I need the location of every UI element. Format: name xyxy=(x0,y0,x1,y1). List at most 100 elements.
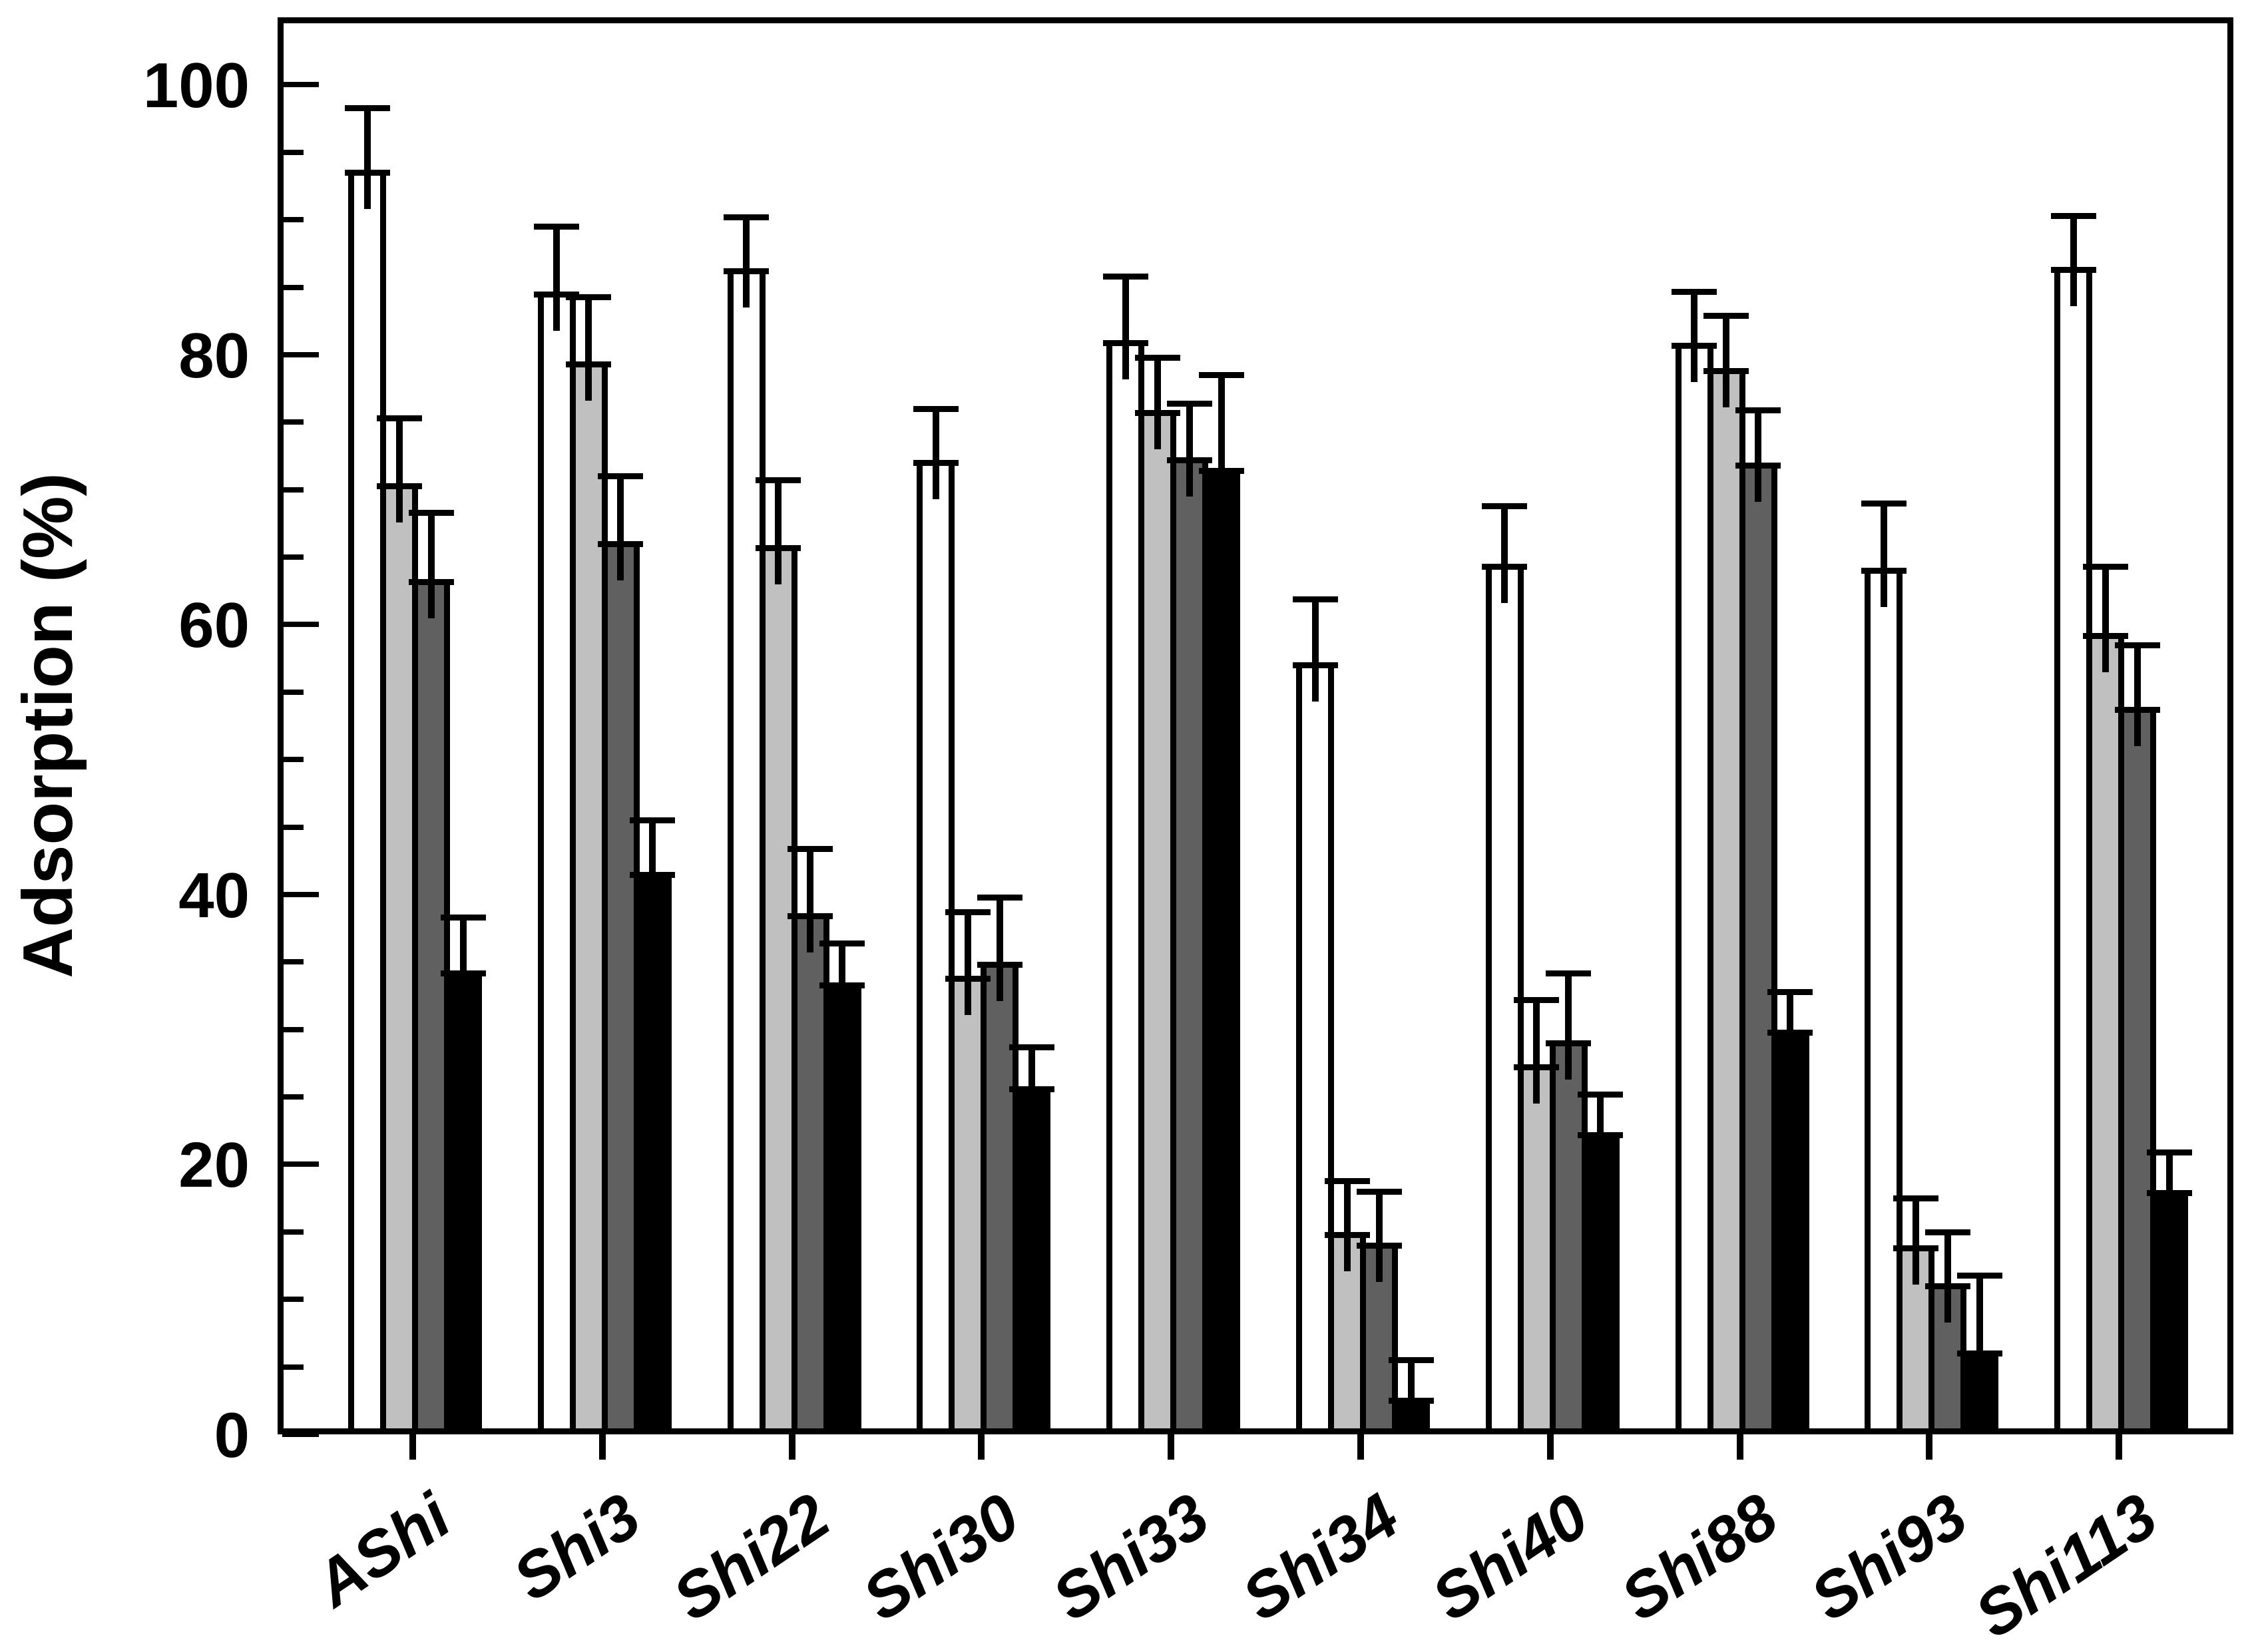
error-bar-light-gray-Shi34 xyxy=(1343,1179,1351,1271)
bar-light-gray-Shi22 xyxy=(759,544,797,1434)
error-bar-bottom-cap xyxy=(1292,662,1338,669)
error-bar-bottom-cap xyxy=(788,913,833,920)
y-minor-tick xyxy=(282,487,304,493)
error-bar-top-cap xyxy=(598,473,644,480)
bar-black-Shi33 xyxy=(1202,468,1241,1434)
error-bar-white-Shi34 xyxy=(1311,597,1319,702)
error-bar-bottom-cap xyxy=(630,871,676,878)
error-bar-bottom-cap xyxy=(945,975,991,982)
error-bar-black-Shi34 xyxy=(1407,1358,1415,1428)
x-tick xyxy=(2116,1434,2123,1460)
y-minor-tick xyxy=(282,1026,304,1032)
x-tick xyxy=(1926,1434,1933,1460)
y-minor-tick xyxy=(282,149,304,155)
y-minor-tick xyxy=(282,1297,304,1303)
error-bar-dark-gray-Shi33 xyxy=(1186,401,1193,497)
y-tick-label: 20 xyxy=(178,1130,250,1201)
error-bar-bottom-cap xyxy=(1388,1398,1434,1404)
plot-area xyxy=(278,17,2233,1434)
bar-white-Shi93 xyxy=(1865,568,1903,1434)
bar-dark-gray-Shi40 xyxy=(1549,1040,1588,1434)
error-bar-top-cap xyxy=(1893,1195,1938,1202)
error-bar-bottom-cap xyxy=(376,483,422,489)
y-tick-label: 80 xyxy=(178,319,250,391)
bar-black-Shi88 xyxy=(1771,1029,1809,1434)
error-bar-white-AShi xyxy=(363,106,371,210)
bar-black-Shi40 xyxy=(1581,1132,1620,1434)
error-bar-top-cap xyxy=(1166,400,1212,407)
y-minor-tick xyxy=(282,1094,304,1100)
x-tick-label-Shi22: Shi22 xyxy=(661,1480,843,1635)
error-bar-top-cap xyxy=(913,406,959,412)
y-minor-tick xyxy=(282,217,304,223)
error-bar-bottom-cap xyxy=(913,460,959,467)
error-bar-dark-gray-Shi93 xyxy=(1944,1230,1951,1323)
error-bar-black-Shi33 xyxy=(1218,373,1225,508)
x-tick xyxy=(409,1434,416,1460)
error-bar-light-gray-Shi30 xyxy=(964,911,971,1015)
error-bar-bottom-cap xyxy=(1767,1029,1813,1036)
error-bar-bottom-cap xyxy=(1324,1231,1370,1238)
error-bar-bottom-cap xyxy=(1893,1245,1938,1252)
error-bar-top-cap xyxy=(630,817,676,824)
error-bar-bottom-cap xyxy=(977,962,1022,968)
error-bar-top-cap xyxy=(1514,997,1560,1004)
error-bar-light-gray-Shi22 xyxy=(775,479,782,584)
error-bar-top-cap xyxy=(1009,1044,1054,1051)
error-bar-top-cap xyxy=(1388,1357,1434,1364)
x-tick-label-Shi33: Shi33 xyxy=(1040,1480,1222,1635)
error-bar-dark-gray-Shi40 xyxy=(1565,971,1572,1080)
error-bar-top-cap xyxy=(1546,970,1592,976)
error-bar-white-Shi33 xyxy=(1122,275,1129,379)
y-minor-tick xyxy=(282,1364,304,1370)
error-bar-dark-gray-AShi xyxy=(427,511,435,618)
error-bar-top-cap xyxy=(756,477,801,484)
error-bar-bottom-cap xyxy=(1956,1350,2002,1357)
x-tick xyxy=(1736,1434,1743,1460)
error-bar-top-cap xyxy=(376,415,422,422)
error-bar-bottom-cap xyxy=(1924,1283,1970,1289)
x-tick xyxy=(598,1434,606,1460)
y-minor-tick xyxy=(282,419,304,425)
error-bar-dark-gray-Shi22 xyxy=(807,847,814,953)
y-major-tick xyxy=(282,351,319,357)
error-bar-light-gray-Shi3 xyxy=(585,295,592,401)
error-bar-white-Shi22 xyxy=(743,216,750,308)
bar-dark-gray-Shi33 xyxy=(1170,457,1209,1434)
error-bar-bottom-cap xyxy=(1356,1243,1402,1249)
x-tick xyxy=(1357,1434,1364,1460)
error-bar-bottom-cap xyxy=(598,540,644,547)
error-bar-white-Shi88 xyxy=(1691,290,1698,382)
error-bar-top-cap xyxy=(945,909,991,916)
error-bar-bottom-cap xyxy=(534,291,580,298)
y-tick-label: 0 xyxy=(214,1400,250,1471)
x-tick xyxy=(1168,1434,1175,1460)
bar-black-Shi30 xyxy=(1013,1086,1051,1434)
error-bar-top-cap xyxy=(344,104,390,111)
error-bar-bottom-cap xyxy=(1166,457,1212,464)
error-bar-top-cap xyxy=(1356,1189,1402,1195)
error-bar-top-cap xyxy=(1102,274,1148,280)
y-minor-tick xyxy=(282,554,304,560)
bar-black-Shi3 xyxy=(633,871,672,1434)
error-bar-black-Shi3 xyxy=(649,819,656,911)
y-minor-tick xyxy=(282,284,304,290)
error-bar-white-Shi40 xyxy=(1501,504,1508,604)
y-minor-tick xyxy=(282,824,304,830)
error-bar-black-AShi xyxy=(459,916,467,1010)
error-bar-top-cap xyxy=(1324,1177,1370,1184)
error-bar-bottom-cap xyxy=(2146,1190,2192,1197)
y-minor-tick xyxy=(282,1229,304,1235)
error-bar-bottom-cap xyxy=(566,361,612,368)
error-bar-top-cap xyxy=(440,915,486,921)
error-bar-top-cap xyxy=(408,510,454,516)
error-bar-top-cap xyxy=(1578,1092,1624,1098)
error-bar-bottom-cap xyxy=(1514,1064,1560,1071)
error-bar-bottom-cap xyxy=(1009,1086,1054,1092)
error-bar-bottom-cap xyxy=(819,982,865,988)
error-bar-bottom-cap xyxy=(1482,564,1528,570)
x-tick-label-Shi40: Shi40 xyxy=(1419,1480,1601,1635)
error-bar-dark-gray-Shi88 xyxy=(1755,409,1762,503)
error-bar-dark-gray-Shi30 xyxy=(996,896,1003,1002)
